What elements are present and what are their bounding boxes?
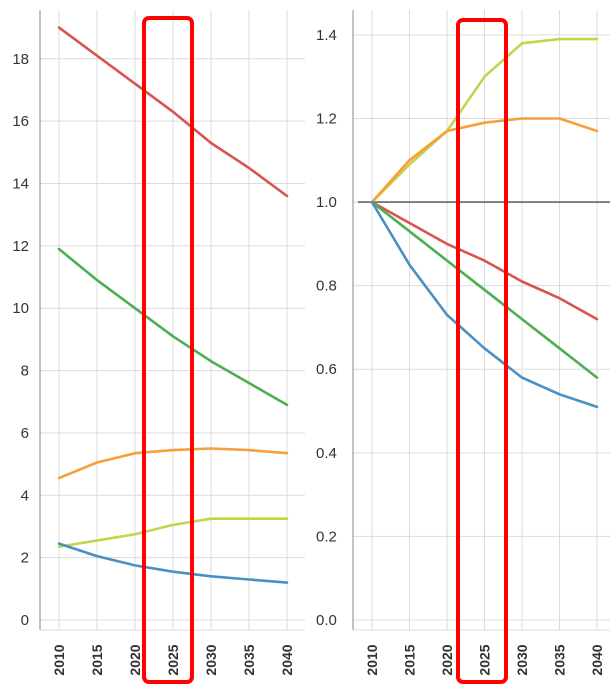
chart-2-y-tick-label: 0.6 — [316, 361, 337, 378]
chart-2-y-tick-label: 0.0 — [316, 612, 337, 629]
chart-1-y-tick-label: 0 — [21, 612, 29, 629]
chart-1-y-tick-label: 10 — [12, 300, 29, 317]
chart-1-y-tick-label: 16 — [12, 113, 29, 130]
chart-1-y-tick-label: 8 — [21, 363, 29, 380]
chart-1-series-line — [57, 517, 289, 549]
chart-1-series-line — [57, 247, 289, 407]
chart-2-series-line — [370, 200, 599, 409]
chart-1-x-tick-label: 2040 — [279, 644, 295, 675]
chart-2-series-line — [370, 200, 599, 321]
chart-1-group: 0 2 4 6 8 10 12 14 16 18 2010 2015 2020 2025 2030 2035 2… — [12, 10, 305, 684]
chart-1-y-tick-label: 4 — [21, 487, 29, 504]
chart-1-x-tick-label: 2015 — [89, 644, 105, 675]
chart-2-group: 0.0 0.2 0.4 0.6 0.8 1.0 1.2 1.4 2010 2015 2020 2025… — [316, 10, 610, 684]
chart-2-x-tick-label: 2035 — [552, 644, 568, 675]
chart-2-x-tick-label: 2020 — [439, 644, 455, 675]
chart-2-x-tick-label: 2010 — [364, 644, 380, 675]
chart-2-y-tick-label: 0.2 — [316, 528, 337, 545]
chart-2-y-tick-label: 1.0 — [316, 194, 337, 211]
chart-2-series-line — [370, 117, 599, 204]
chart-2-series-line — [370, 200, 599, 379]
chart-2-y-tick-label: 0.4 — [316, 445, 337, 462]
chart-2-y-tick-label: 1.4 — [316, 27, 337, 44]
chart-1-x-tick-label: 2010 — [51, 644, 67, 675]
chart-1-series-line — [57, 26, 289, 198]
chart-2-x-tick-label: 2040 — [589, 644, 605, 675]
chart-1-y-tick-label: 6 — [21, 425, 29, 442]
chart-1-highlight-box — [142, 16, 194, 684]
chart-2-x-tick-label: 2025 — [477, 644, 493, 675]
chart-2-x-tick-label: 2015 — [402, 644, 418, 675]
chart-1-series-line — [57, 542, 289, 584]
chart-2-highlight-box — [456, 18, 508, 684]
chart-1-x-tick-label: 2035 — [241, 644, 257, 675]
chart-1-y-tick-label: 12 — [12, 238, 29, 255]
chart-2-y-tick-label: 1.2 — [316, 110, 337, 127]
chart-2-x-tick-label: 2030 — [514, 644, 530, 675]
chart-2-series-line — [370, 37, 599, 204]
chart-2-y-tick-label: 0.8 — [316, 278, 337, 295]
chart-1-y-tick-label: 2 — [21, 550, 29, 567]
chart-1-x-tick-label: 2030 — [203, 644, 219, 675]
chart-1-x-tick-label: 2025 — [165, 644, 181, 675]
chart-1-x-tick-label: 2020 — [127, 644, 143, 675]
chart-1-y-tick-label: 18 — [12, 51, 29, 68]
chart-1-y-tick-label: 14 — [12, 175, 29, 192]
chart-1-series-line — [57, 447, 289, 480]
